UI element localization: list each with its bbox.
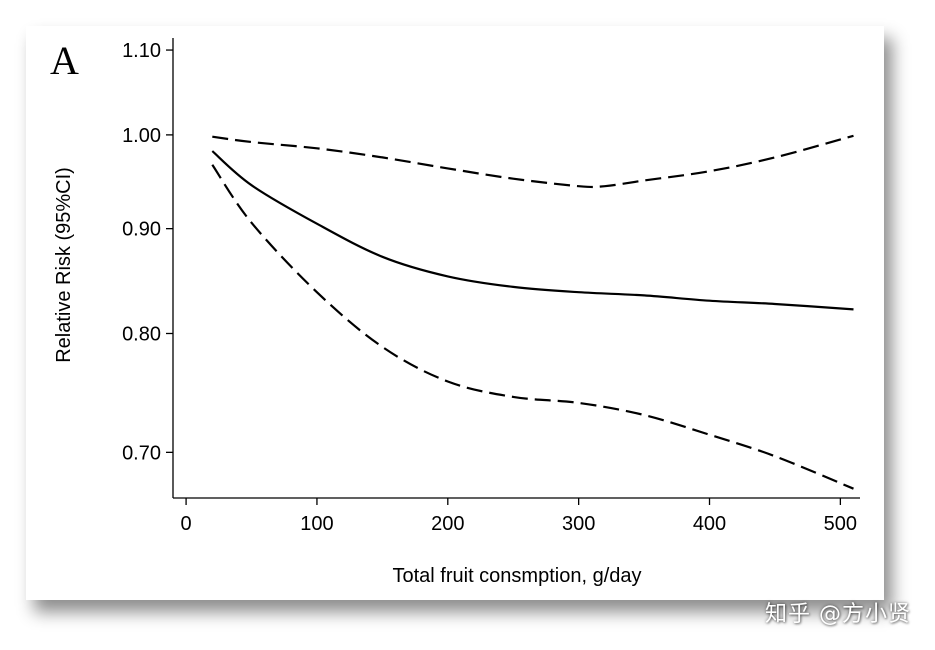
chart-plot: A 0.70 0.80 0.90 1.00 1.10 0 100 200 300 400 500 T… — [50, 38, 860, 587]
y-tick-label: 0.70 — [122, 442, 161, 464]
x-tick-label: 0 — [181, 513, 192, 535]
y-tick-label: 0.80 — [122, 323, 161, 345]
y-tick-label: 1.10 — [122, 40, 161, 62]
x-tick-label: 400 — [693, 513, 726, 535]
x-tick-label: 200 — [431, 513, 464, 535]
lower-ci-line — [211, 164, 854, 490]
x-axis-label: Total fruit consmption, g/day — [392, 565, 641, 587]
y-axis-label: Relative Risk (95%CI) — [53, 167, 75, 363]
upper-ci-line — [212, 134, 854, 189]
panel-label: A — [50, 38, 79, 83]
series-group — [211, 134, 854, 490]
x-tick-label: 100 — [300, 513, 333, 535]
estimate-line — [211, 150, 854, 311]
chart-card: A 0.70 0.80 0.90 1.00 1.10 0 100 200 300 400 500 T… — [26, 26, 884, 600]
axes: 0.70 0.80 0.90 1.00 1.10 0 100 200 300 400 500 — [122, 38, 860, 535]
x-tick-label: 500 — [824, 513, 857, 535]
watermark: 知乎 @方小贤 — [765, 602, 911, 627]
x-tick-label: 300 — [562, 513, 595, 535]
y-tick-label: 0.90 — [122, 219, 161, 241]
y-tick-label: 1.00 — [122, 125, 161, 147]
